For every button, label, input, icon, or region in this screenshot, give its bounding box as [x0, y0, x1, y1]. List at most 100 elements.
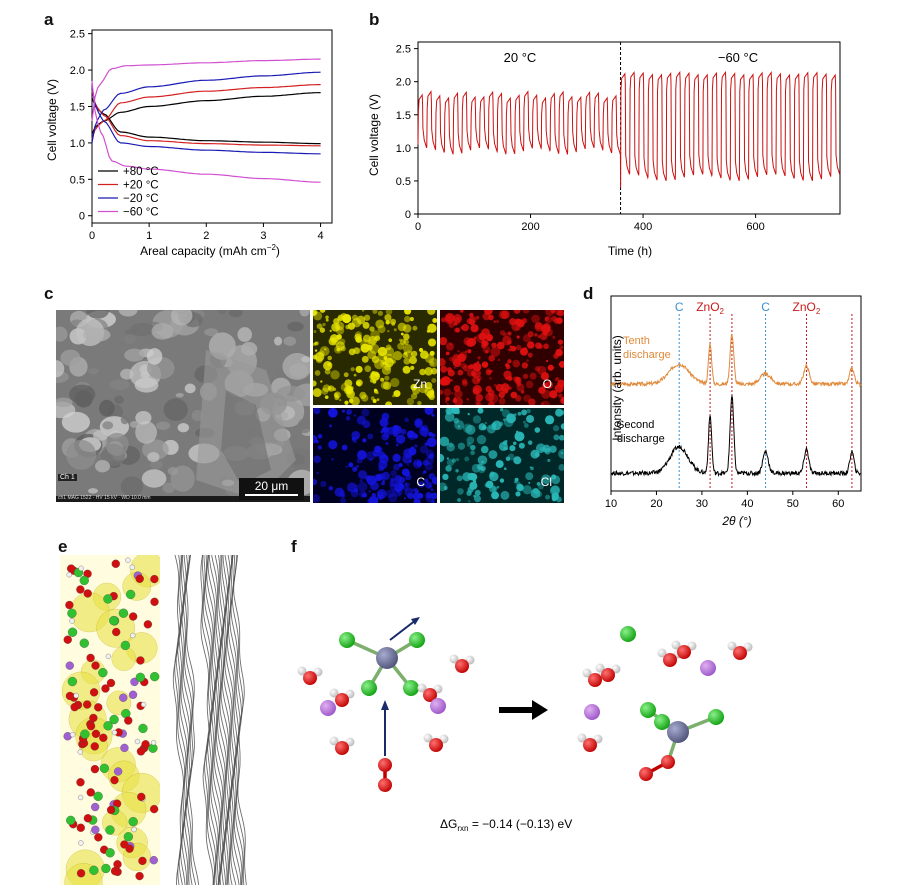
sem-particle	[228, 310, 243, 318]
chart-b-xtick-label: 0	[415, 221, 421, 233]
eds-pixel	[345, 324, 350, 330]
water-oxygen	[429, 738, 443, 752]
chart-d-series-1	[610, 394, 862, 478]
md-atom	[111, 559, 120, 568]
sem-particle	[218, 310, 227, 315]
eds-pixel	[364, 365, 372, 373]
md-atom	[76, 585, 85, 594]
md-atom	[76, 869, 86, 878]
eds-pixel	[429, 390, 435, 395]
chart-a-xtick-label: 3	[260, 230, 266, 242]
eds-pixel	[440, 317, 446, 323]
eds-pixel	[445, 408, 453, 415]
eds-pixel	[521, 362, 529, 369]
md-atom	[63, 635, 72, 644]
contour-line	[231, 555, 245, 885]
eds-pixel	[467, 486, 474, 493]
eds-pixel	[510, 391, 518, 399]
eds-pixel	[461, 323, 469, 332]
eds-pixel	[488, 450, 498, 459]
eds-pixel	[417, 400, 422, 405]
eds-pixel	[453, 417, 460, 424]
o2-oxygen	[378, 758, 392, 772]
eds-pixel	[431, 413, 435, 417]
chart-d-xtick-label: 10	[605, 498, 617, 510]
chart-b: 0 200 400 600 0 0.5 1.0 1.5 2.0 2.5 Cell voltage …	[367, 41, 841, 258]
eds-pixel	[516, 319, 525, 328]
eds-pixel	[412, 492, 420, 500]
eds-pixel	[424, 442, 429, 446]
eds-pixel	[470, 324, 479, 333]
eds-pixel	[469, 364, 474, 369]
eds-pixel	[515, 326, 519, 330]
eds-pixel	[481, 460, 484, 464]
eds-pixel	[545, 415, 555, 425]
eds-pixel	[411, 393, 418, 400]
eds-pixel	[370, 330, 380, 340]
eds-pixel	[516, 335, 520, 339]
md-atom	[91, 825, 100, 834]
contour-line	[172, 555, 184, 885]
sem-particle	[95, 460, 111, 473]
eds-pixel	[541, 389, 551, 399]
eds-pixel	[462, 472, 472, 482]
eds-pixel	[327, 355, 332, 361]
eds-pixel	[395, 443, 399, 447]
eds-pixel	[509, 445, 516, 452]
md-atom	[129, 612, 138, 621]
eds-pixel	[341, 444, 348, 451]
eds-pixel	[480, 467, 484, 471]
eds-pixel	[403, 351, 408, 355]
eds-pixel	[509, 318, 517, 326]
eds-pixel	[371, 355, 380, 364]
chart-a-xlabel: Areal capacity (mAh cm−2)	[140, 243, 280, 258]
eds-pixel	[459, 351, 468, 360]
md-atom	[138, 856, 147, 866]
eds-pixel	[445, 465, 452, 472]
eds-pixel	[549, 390, 558, 399]
eds-pixel	[457, 488, 464, 495]
eds-pixel	[378, 451, 386, 459]
sem-particle	[109, 379, 130, 391]
chart-a-legend-label: −20 °C	[123, 193, 159, 205]
eds-pixel	[446, 402, 449, 405]
sem-particle	[124, 348, 145, 362]
eds-pixel	[543, 343, 549, 350]
md-atom	[135, 672, 146, 682]
md-atom	[105, 653, 112, 660]
eds-pixel	[313, 494, 320, 503]
eds-pixel	[404, 310, 412, 315]
chart-d-marker-label: C	[761, 300, 770, 314]
eds-pixel	[372, 399, 377, 404]
h-atom	[329, 688, 339, 698]
eds-pixel	[493, 383, 497, 387]
chart-a-ytick-label: 2.5	[70, 29, 85, 41]
eds-pixel	[354, 333, 362, 341]
sem-particle	[147, 451, 160, 463]
sem-particle	[69, 384, 96, 405]
eds-pixel	[551, 495, 558, 502]
eds-pixel	[467, 349, 472, 354]
eds-pixel	[428, 485, 432, 488]
eds-pixel	[324, 348, 327, 351]
eds-pixel	[345, 465, 348, 468]
eds-pixel	[333, 392, 339, 398]
md-atom	[137, 792, 146, 802]
sem-footer: ch1 MAG 1522 · HV 15 kV · WD 10.0 mm	[58, 495, 151, 501]
eds-pixel	[534, 333, 538, 337]
chart-b-ytick-label: 1.0	[396, 143, 411, 155]
eds-pixel	[403, 333, 410, 341]
eds-pixel	[357, 481, 368, 492]
md-atom	[89, 865, 99, 875]
eds-pixel	[535, 443, 546, 454]
water-oxygen	[601, 668, 615, 682]
eds-pixel	[482, 312, 491, 321]
eds-pixel	[367, 433, 374, 440]
eds-pixel	[419, 368, 426, 376]
eds-pixel	[388, 493, 398, 503]
eds-pixel	[317, 433, 323, 439]
approach-arrow-1-head	[411, 617, 420, 625]
eds-pixel	[453, 327, 459, 333]
sem-particle	[105, 432, 129, 457]
eds-pixel	[339, 497, 347, 503]
